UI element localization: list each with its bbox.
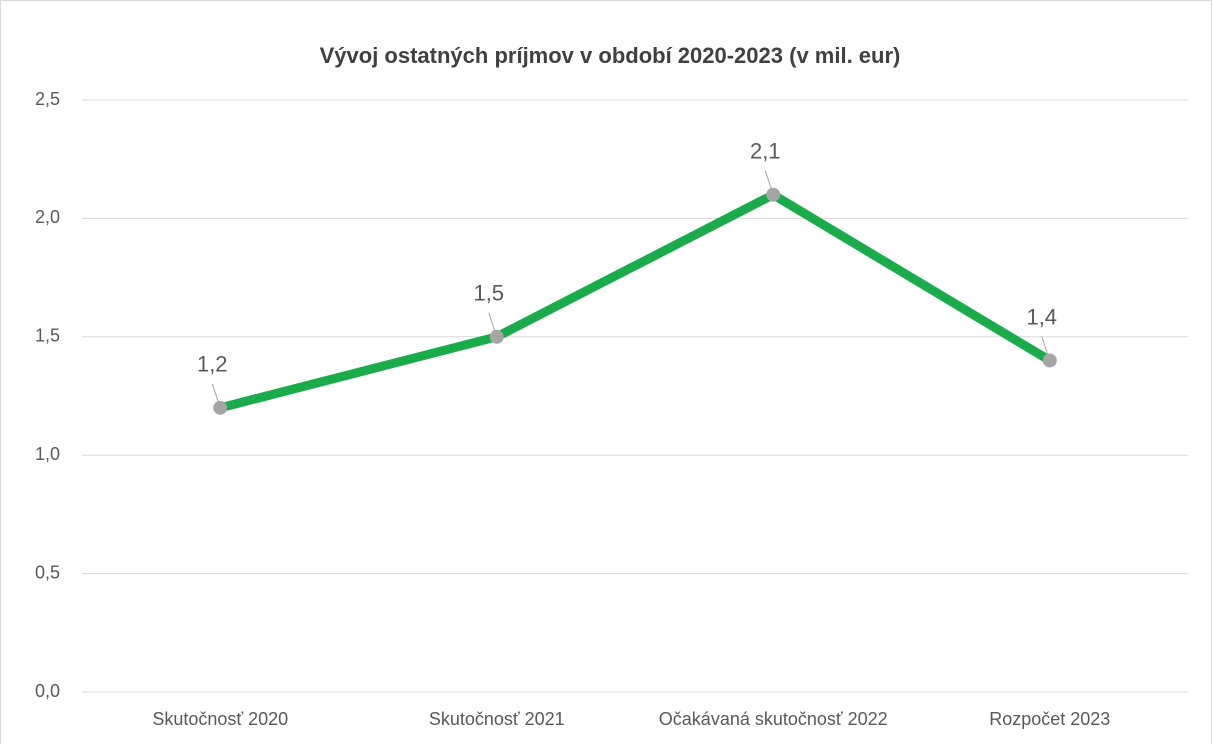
y-tick-label: 0,0 bbox=[35, 681, 60, 701]
label-leader bbox=[1041, 336, 1049, 355]
y-tick-label: 1,0 bbox=[35, 444, 60, 464]
data-point bbox=[213, 400, 228, 415]
label-leader bbox=[764, 170, 772, 189]
data-label: 1,4 bbox=[1026, 304, 1057, 329]
series-line bbox=[215, 190, 1055, 413]
x-tick-label: Rozpočet 2023 bbox=[989, 709, 1110, 729]
x-tick-label: Očakávaná skutočnosť 2022 bbox=[659, 709, 888, 729]
data-label: 1,5 bbox=[473, 281, 504, 306]
y-tick-label: 2,0 bbox=[35, 207, 60, 227]
label-leader bbox=[488, 312, 496, 331]
data-point bbox=[489, 329, 504, 344]
data-point bbox=[766, 187, 781, 202]
label-leader bbox=[211, 383, 219, 402]
y-tick-label: 2,5 bbox=[35, 89, 60, 109]
data-point bbox=[1042, 353, 1057, 368]
data-label: 1,2 bbox=[197, 352, 228, 377]
y-tick-label: 0,5 bbox=[35, 562, 60, 582]
y-tick-label: 1,5 bbox=[35, 326, 60, 346]
chart-title: Vývoj ostatných príjmov v období 2020-20… bbox=[320, 43, 901, 68]
x-tick-label: Skutočnosť 2021 bbox=[429, 709, 565, 729]
data-label: 2,1 bbox=[750, 139, 781, 164]
x-tick-label: Skutočnosť 2020 bbox=[152, 709, 288, 729]
